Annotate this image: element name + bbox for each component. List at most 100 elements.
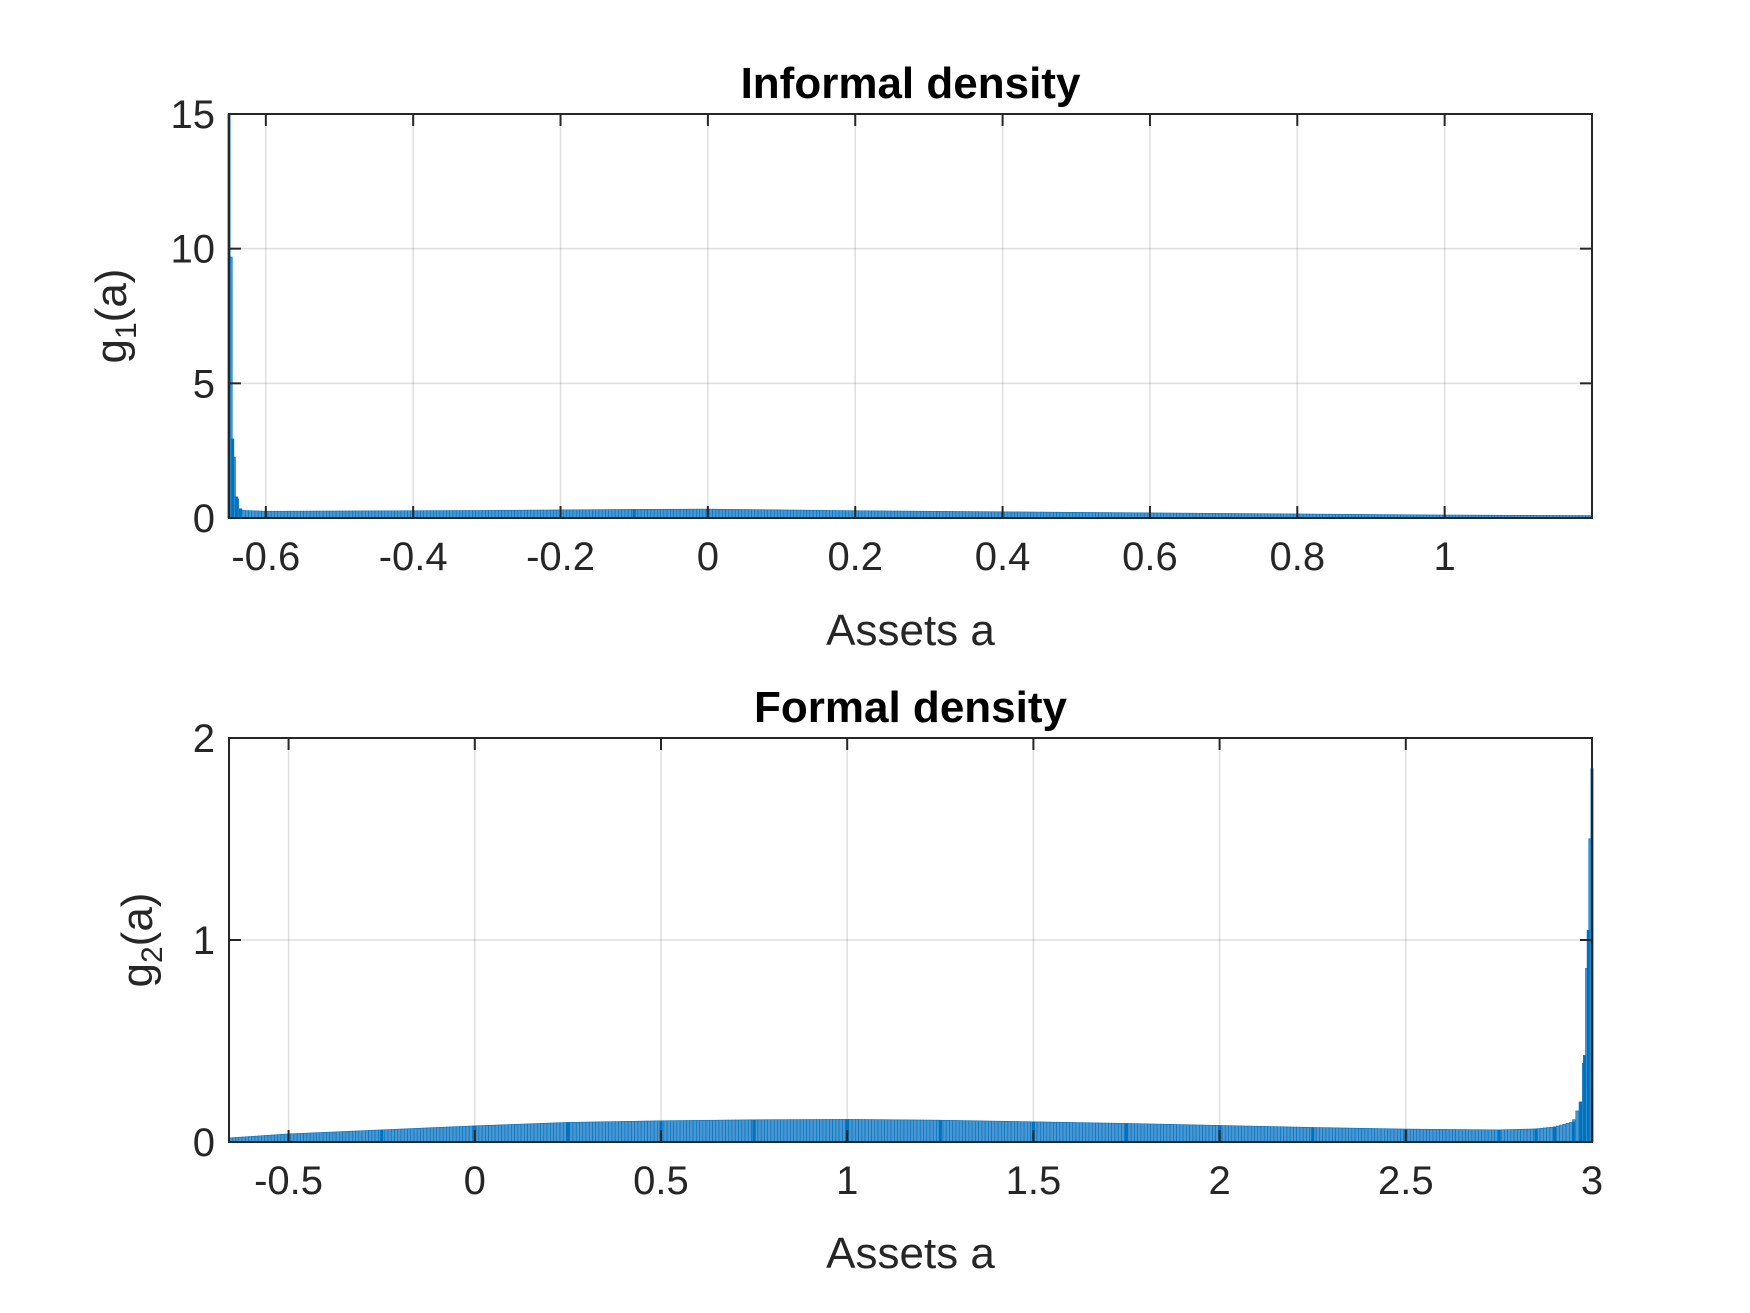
density-bar	[1134, 1123, 1138, 1143]
density-bar	[455, 1126, 460, 1143]
density-bar	[1231, 1125, 1236, 1143]
density-bar	[433, 1127, 437, 1143]
density-bar	[803, 509, 807, 519]
density-bar	[293, 1133, 298, 1143]
density-bar	[605, 509, 609, 519]
density-bar	[270, 510, 275, 519]
density-bar	[994, 1120, 999, 1143]
density-bar	[1390, 1128, 1395, 1143]
density-bar	[1435, 1129, 1440, 1143]
density-bar	[1338, 1127, 1343, 1143]
density-bar	[1270, 1126, 1275, 1143]
density-bar	[760, 1119, 765, 1143]
density-bar	[734, 509, 739, 519]
formal-density-title: Formal density	[754, 683, 1067, 732]
density-bar	[653, 1120, 658, 1143]
density-bar	[1163, 1123, 1168, 1143]
density-bar	[858, 510, 863, 519]
density-bar	[741, 509, 746, 519]
density-bar	[520, 509, 525, 519]
density-bar	[1176, 1124, 1181, 1143]
density-bar	[880, 1119, 885, 1143]
density-bar	[670, 508, 674, 519]
density-bar	[679, 1120, 684, 1143]
density-bar	[1510, 1129, 1515, 1143]
density-bar	[387, 510, 392, 519]
density-bar	[1140, 1123, 1145, 1143]
density-bar	[511, 1124, 515, 1143]
informal-y-label-subscript: 1	[110, 322, 143, 339]
density-bar	[514, 1124, 519, 1143]
density-bar	[468, 510, 473, 519]
density-bar	[368, 1130, 373, 1143]
density-bar	[822, 510, 827, 519]
density-bar	[1322, 1127, 1327, 1143]
density-bar	[348, 510, 353, 519]
density-bar	[1523, 1128, 1528, 1143]
density-bar	[793, 509, 798, 519]
density-bar	[575, 1121, 580, 1143]
density-bar	[1095, 1122, 1100, 1143]
density-bar	[874, 510, 879, 519]
density-bar	[1396, 1128, 1401, 1143]
density-bar	[381, 510, 386, 519]
density-bar	[459, 510, 463, 519]
x-tick-label: 1.5	[1006, 1159, 1062, 1203]
density-bar	[420, 1127, 425, 1143]
x-tick-label: 0.5	[633, 1159, 689, 1203]
density-bar	[390, 510, 395, 519]
density-bar	[676, 1120, 681, 1143]
density-bar	[1082, 1122, 1087, 1143]
density-bar	[468, 1125, 473, 1143]
density-bar	[426, 510, 431, 519]
density-bar	[1559, 1124, 1564, 1143]
density-bar	[1059, 1121, 1064, 1143]
density-bar	[283, 1133, 288, 1143]
density-bar	[1147, 1123, 1151, 1143]
density-bar	[871, 510, 876, 519]
density-bar	[1426, 1128, 1431, 1143]
density-bar	[738, 1119, 743, 1143]
density-bar	[1325, 1127, 1330, 1143]
density-bar	[906, 1119, 911, 1143]
density-bar	[520, 1123, 525, 1143]
density-bar	[949, 1120, 953, 1143]
density-bar	[910, 1119, 915, 1143]
density-bar	[926, 1119, 931, 1143]
density-bar	[822, 1119, 827, 1143]
density-bar	[491, 1124, 496, 1143]
density-bar	[413, 1128, 418, 1143]
density-bar	[572, 1121, 577, 1143]
density-bar	[485, 510, 489, 519]
density-bar	[1332, 1127, 1336, 1143]
density-bar	[975, 1120, 979, 1143]
density-bar	[280, 510, 285, 519]
density-bar	[1439, 1129, 1444, 1143]
density-bar	[835, 510, 840, 519]
density-bar	[829, 1119, 833, 1143]
density-bar	[816, 1119, 820, 1143]
density-bar	[1010, 1121, 1015, 1143]
density-bar	[361, 510, 366, 519]
density-bar	[1179, 1124, 1184, 1143]
density-bar	[1513, 1129, 1518, 1143]
density-bar	[1293, 1126, 1297, 1143]
density-bar	[300, 1133, 304, 1143]
y-tick-label: 1	[193, 919, 215, 963]
density-bar	[1108, 1122, 1113, 1143]
density-bar	[777, 1119, 781, 1143]
density-bar	[287, 510, 291, 519]
density-bar	[569, 1122, 574, 1143]
density-spike-bar	[1583, 1055, 1587, 1142]
density-bar	[335, 510, 340, 519]
density-bar	[449, 1126, 454, 1143]
density-bar	[407, 510, 412, 519]
density-bar	[825, 510, 830, 519]
density-bar	[838, 1119, 843, 1143]
density-bar	[588, 1121, 593, 1143]
density-bar	[913, 1119, 918, 1143]
x-tick-label: 3	[1581, 1159, 1603, 1203]
density-bar	[319, 510, 324, 519]
density-bar	[345, 1131, 350, 1143]
density-bar	[562, 1122, 567, 1143]
